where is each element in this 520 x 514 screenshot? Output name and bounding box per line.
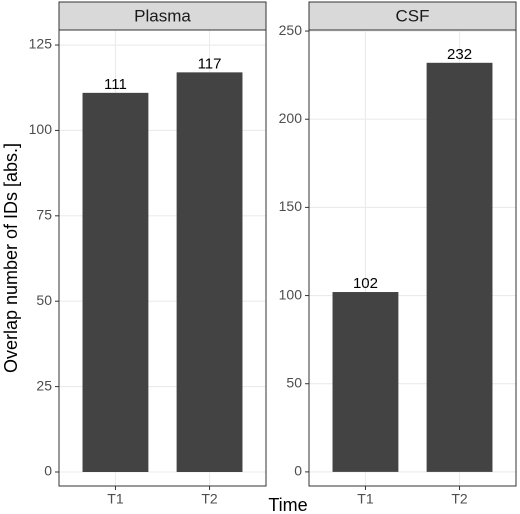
y-tick-label: 150 [279, 198, 303, 214]
x-tick-label: T2 [451, 491, 468, 507]
bar [426, 62, 493, 472]
strip-title: CSF [396, 6, 430, 25]
x-axis-title: Time [268, 495, 307, 514]
bar [82, 92, 149, 472]
y-tick-label: 200 [279, 110, 303, 126]
strip-title: Plasma [134, 6, 191, 25]
y-tick-label: 50 [36, 292, 52, 308]
y-tick-label: 125 [29, 36, 53, 52]
y-tick-label: 0 [294, 463, 302, 479]
y-tick-label: 250 [279, 22, 303, 38]
y-tick-label: 0 [44, 463, 52, 479]
bar [176, 72, 243, 472]
panel-border [58, 29, 267, 487]
value-label: 102 [353, 275, 378, 292]
x-tick-label: T2 [201, 491, 218, 507]
panel-border [308, 29, 517, 487]
y-tick-label: 75 [36, 207, 52, 223]
y-tick-label: 100 [29, 121, 53, 137]
value-label: 117 [198, 55, 222, 72]
y-tick-label: 50 [286, 374, 302, 390]
x-tick-label: T1 [357, 491, 374, 507]
strip [58, 1, 267, 31]
value-label: 232 [447, 46, 472, 63]
bar [332, 292, 399, 472]
x-tick-label: T1 [107, 491, 124, 507]
y-tick-label: 25 [36, 377, 52, 393]
value-label: 111 [104, 76, 127, 93]
y-axis-title: Overlap number of IDs [abs.] [1, 143, 21, 373]
y-tick-label: 100 [279, 286, 303, 302]
